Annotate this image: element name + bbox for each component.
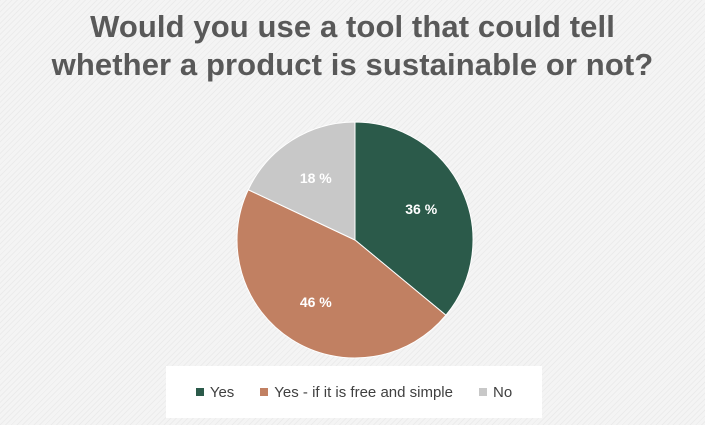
data-label-yes-if-free: 46 % [300,294,332,310]
legend-item-yes: Yes [195,383,235,401]
legend-item-no: No [479,384,512,401]
pie-slices [236,121,474,359]
data-label-no: 18 % [300,170,332,186]
chart-title-line-1: Would you use a tool that could tell [90,9,615,44]
legend-swatch-yes-if-free [260,388,269,396]
legend-swatch-no [479,388,487,396]
pie-data-labels: 36 % 46 % 18 % [300,170,438,310]
chart-legend: Yes Yes - if it is free and simple No [166,366,542,418]
pie-slice-yes-if-free [236,189,447,359]
legend-label-no: No [493,383,513,401]
legend-label-yes: Yes [209,383,235,401]
pie-slice-yes [354,121,474,316]
pie-slice-no [247,121,356,241]
chart-title: Would you use a tool that could tell whe… [0,8,705,84]
chart-title-line-2: whether a product is sustainable or not? [51,47,654,82]
legend-label-yes-if-free: Yes - if it is free and simple [274,383,453,401]
legend-swatch-yes [195,388,204,396]
legend-item-yes-if-free: Yes - if it is free and simple [260,384,453,401]
data-label-yes: 36 % [405,201,437,217]
